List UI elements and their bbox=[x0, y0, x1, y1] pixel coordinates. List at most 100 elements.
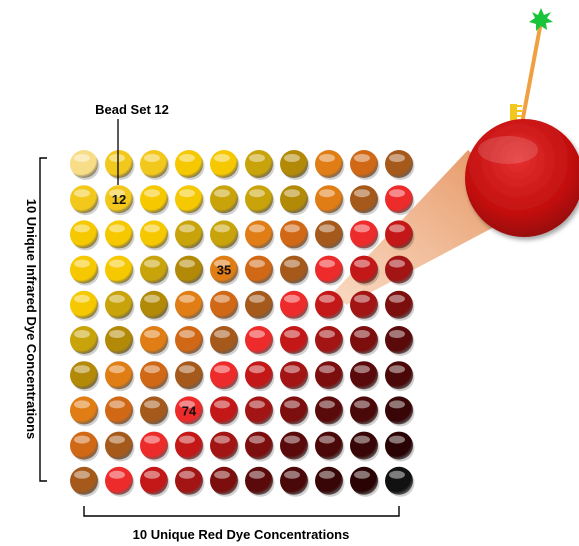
bead-highlight bbox=[354, 224, 370, 233]
bead-r7-c3 bbox=[140, 361, 168, 390]
bead-highlight bbox=[74, 435, 90, 444]
bead-highlight bbox=[179, 224, 195, 233]
bead-highlight bbox=[284, 294, 300, 303]
bead-r2-c9 bbox=[350, 185, 378, 214]
bead-highlight bbox=[389, 259, 405, 268]
bead-highlight bbox=[144, 365, 160, 374]
bead-r4-c7 bbox=[280, 255, 308, 284]
bead-r6-c6 bbox=[245, 326, 273, 354]
bead-highlight bbox=[354, 330, 370, 338]
bead-r5-c2 bbox=[105, 290, 133, 319]
bead-r3-c3 bbox=[140, 220, 168, 249]
bead-r10-c8 bbox=[315, 466, 343, 495]
bead-highlight bbox=[284, 365, 300, 374]
bead-r9-c5 bbox=[210, 431, 238, 460]
bead-r10-c4 bbox=[175, 466, 203, 495]
bead-highlight bbox=[319, 470, 335, 479]
bead-r2-c6 bbox=[245, 185, 273, 214]
bead-highlight bbox=[284, 224, 300, 233]
bead-r8-c8 bbox=[315, 396, 343, 425]
bead-number-label: 12 bbox=[112, 192, 126, 207]
bead-highlight bbox=[354, 400, 370, 409]
bead-highlight bbox=[144, 189, 160, 198]
bead-r2-c5 bbox=[210, 185, 238, 214]
bead-highlight bbox=[74, 189, 90, 198]
bead-highlight bbox=[74, 470, 90, 479]
bead-r10-c5 bbox=[210, 466, 238, 495]
bead-highlight bbox=[109, 400, 125, 409]
bead-r3-c8 bbox=[315, 220, 343, 249]
bead-r6-c10 bbox=[385, 326, 413, 354]
bead-r2-c10 bbox=[385, 185, 413, 214]
bead-highlight bbox=[179, 259, 195, 268]
bead-highlight bbox=[214, 224, 230, 233]
bead-highlight bbox=[319, 365, 335, 374]
bead-highlight bbox=[214, 365, 230, 374]
bead-number-label: 35 bbox=[217, 263, 231, 278]
bead-highlight bbox=[214, 189, 230, 198]
bead-r1-c7 bbox=[280, 150, 308, 178]
bead-highlight bbox=[319, 154, 335, 162]
bead-grid: 12 35 74 bbox=[70, 150, 415, 497]
bead-r2-c7 bbox=[280, 185, 308, 214]
bead-highlight bbox=[249, 294, 265, 303]
bead-highlight bbox=[389, 189, 405, 198]
bead-highlight bbox=[179, 294, 195, 303]
bead-r7-c9 bbox=[350, 361, 378, 390]
bead-r8-c10 bbox=[385, 396, 413, 425]
bead-r4-c6 bbox=[245, 255, 273, 284]
bead-highlight bbox=[319, 259, 335, 268]
bead-r5-c4 bbox=[175, 290, 203, 319]
bead-r9-c10 bbox=[385, 431, 413, 460]
bead-highlight bbox=[389, 400, 405, 409]
bead-highlight bbox=[214, 259, 230, 268]
bead-r8-c9 bbox=[350, 396, 378, 425]
bead-r6-c5 bbox=[210, 326, 238, 354]
bead-r9-c7 bbox=[280, 431, 308, 460]
bead-r1-c4 bbox=[175, 150, 203, 178]
bead-r4-c10 bbox=[385, 255, 413, 284]
bead-r3-c10 bbox=[385, 220, 413, 249]
bead-r10-c2 bbox=[105, 466, 133, 495]
bead-highlight bbox=[284, 154, 300, 162]
bead-highlight bbox=[109, 259, 125, 268]
bead-r4-c1 bbox=[70, 255, 98, 284]
bead-r6-c3 bbox=[140, 326, 168, 354]
bead-highlight bbox=[179, 400, 195, 409]
bead-r2-c1 bbox=[70, 185, 98, 214]
bead-r7-c2 bbox=[105, 361, 133, 390]
bead-highlight bbox=[319, 435, 335, 444]
bead-r5-c5 bbox=[210, 290, 238, 319]
bead-highlight bbox=[109, 435, 125, 444]
bead-r10-c3 bbox=[140, 466, 168, 495]
bead-r5-c3 bbox=[140, 290, 168, 319]
bead-highlight bbox=[214, 294, 230, 303]
bead-r5-c7 bbox=[280, 290, 308, 319]
bead-r1-c8 bbox=[315, 150, 343, 178]
bead-r3-c2 bbox=[105, 220, 133, 249]
bead-r6-c8 bbox=[315, 326, 343, 354]
bead-r5-c9 bbox=[350, 290, 378, 319]
bead-highlight bbox=[109, 294, 125, 303]
bead-highlight bbox=[389, 154, 405, 162]
bead-highlight bbox=[144, 470, 160, 479]
bead-r5-c1 bbox=[70, 290, 98, 319]
bead-highlight bbox=[284, 400, 300, 409]
bead-highlight bbox=[179, 330, 195, 338]
bead-highlight bbox=[109, 224, 125, 233]
bead-highlight bbox=[144, 259, 160, 268]
bead-r2-c3 bbox=[140, 185, 168, 214]
bead-r9-c3 bbox=[140, 431, 168, 460]
bead-r4-c5 bbox=[210, 255, 238, 284]
bead-highlight bbox=[389, 224, 405, 233]
bead-r4-c2 bbox=[105, 255, 133, 284]
bead-highlight bbox=[109, 154, 125, 162]
bead-r8-c3 bbox=[140, 396, 168, 425]
bead-highlight bbox=[74, 154, 90, 162]
bead-r10-c1 bbox=[70, 466, 98, 495]
bead-r7-c7 bbox=[280, 361, 308, 390]
bead-highlight bbox=[109, 365, 125, 374]
bead-r4-c9 bbox=[350, 255, 378, 284]
bead-r8-c2 bbox=[105, 396, 133, 425]
